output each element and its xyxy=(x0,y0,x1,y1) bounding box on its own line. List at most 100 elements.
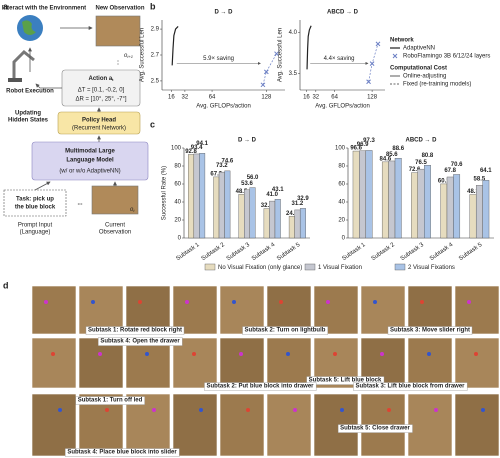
photo-tile xyxy=(31,337,77,389)
symbol: o xyxy=(124,53,128,59)
x-tick-label: 64 xyxy=(209,95,216,101)
caption: Subtask 3: Move slider right xyxy=(390,328,470,334)
photo-tile xyxy=(78,337,124,389)
photo-tile xyxy=(172,337,218,389)
caption: Subtask 4: Open the drawer xyxy=(100,339,180,345)
legend-swatch xyxy=(204,263,216,271)
legend-swatch xyxy=(392,53,398,59)
caption-box xyxy=(337,424,413,433)
x-tick-label: Subtask 2 xyxy=(371,242,397,263)
value-label: 31.2 xyxy=(292,201,304,207)
caption: Subtask 1: Turn off led xyxy=(78,398,143,404)
fixed-line xyxy=(262,53,277,85)
value-label: 67.8 xyxy=(444,168,456,174)
chart-title: D → D xyxy=(215,10,234,16)
x-tick-label: Subtask 5 xyxy=(276,242,302,263)
y-tick-label: 80 xyxy=(338,164,345,170)
caption-box xyxy=(75,396,145,405)
value-label: 43.1 xyxy=(272,187,284,193)
bar xyxy=(299,208,306,239)
photo-object xyxy=(145,352,149,356)
action-label: Action at xyxy=(88,76,114,82)
value-label: 73.2 xyxy=(216,163,228,169)
caption-box xyxy=(204,382,317,391)
value-label: 80.8 xyxy=(422,153,434,159)
caption: Subtask 4: Place blue block into slider xyxy=(67,450,177,456)
photo-object xyxy=(246,408,250,412)
mllm-label: Multimodal Large xyxy=(65,149,115,155)
photo-object xyxy=(138,300,142,304)
mllm-label: Language Model xyxy=(66,158,114,164)
caption-box xyxy=(242,326,328,335)
y-tick-label: 60 xyxy=(174,182,181,188)
bar xyxy=(424,165,431,239)
value-label: 74.6 xyxy=(222,158,234,164)
photo-tile xyxy=(219,393,265,457)
chart-title: D → D xyxy=(238,138,257,144)
caption: Subtask 1: Rotate red block right xyxy=(88,328,182,334)
arrow xyxy=(34,181,51,191)
bar xyxy=(411,172,418,239)
y-tick-label: 60 xyxy=(338,182,345,188)
bar xyxy=(218,171,225,239)
x-axis-label: Avg. GFLOPs/action xyxy=(196,104,251,110)
panel-label: b xyxy=(150,1,156,11)
diagram-label: New Observation xyxy=(95,6,144,12)
photo-tile xyxy=(454,393,500,457)
obs-caption: Current xyxy=(105,223,125,229)
y-tick-label: 0 xyxy=(342,236,346,242)
bar xyxy=(288,216,295,239)
image-placeholder xyxy=(95,15,141,47)
marker xyxy=(274,51,279,57)
photo-object xyxy=(373,300,377,304)
delta-r: ΔR = [10°, 25°, -7°] xyxy=(75,97,126,103)
x-tick-label: 64 xyxy=(331,95,338,101)
bar xyxy=(365,150,373,239)
value-label: 32.7 xyxy=(261,203,273,209)
x-tick-label: Subtask 4 xyxy=(429,242,455,263)
y-tick-label: 0 xyxy=(178,236,182,242)
marker xyxy=(375,41,381,47)
bar xyxy=(249,187,256,239)
y-axis-label: Avg. Successful Len xyxy=(140,28,146,82)
task-label: Task: pick up xyxy=(16,197,54,203)
chart-title: ABCD → D xyxy=(327,10,359,16)
prompt-label: Prompt Input xyxy=(18,223,53,229)
legend-title: Network xyxy=(390,38,414,44)
value-label: 97.3 xyxy=(363,138,375,144)
photo-tile xyxy=(360,285,406,335)
y-tick-label: 20 xyxy=(338,218,345,224)
panel-label: d xyxy=(3,280,9,290)
photo-object xyxy=(286,352,290,356)
photo-object xyxy=(474,352,478,356)
caption-box xyxy=(85,326,185,335)
symbol: o xyxy=(130,207,134,213)
value-label: 60.1 xyxy=(438,178,450,184)
photo-object xyxy=(279,300,283,304)
subscript: t xyxy=(133,208,135,213)
adaptive-line xyxy=(171,26,179,66)
bar xyxy=(188,154,195,239)
y-tick-label: 40 xyxy=(338,200,345,206)
value-label: 24.1 xyxy=(286,211,298,217)
bar xyxy=(475,185,483,239)
legend-swatch xyxy=(394,263,406,271)
value-label: 96.9 xyxy=(357,142,369,148)
task-label: the blue block xyxy=(15,205,56,211)
legend-entry: No Visual Fixation (only glance) xyxy=(218,265,302,271)
hidden-label: Hidden States xyxy=(8,118,49,124)
prompt-label: (Language) xyxy=(20,230,51,236)
y-tick-label: 3.5 xyxy=(289,71,298,77)
value-label: 94.1 xyxy=(196,141,208,147)
bar xyxy=(213,176,220,239)
photo-object xyxy=(239,352,243,356)
photo-object xyxy=(467,300,471,304)
y-axis-label: Successful Rate (%) xyxy=(162,166,168,220)
legend-entry: AdaptiveNN xyxy=(403,46,435,52)
caption-box xyxy=(387,326,473,335)
photo-object xyxy=(232,300,236,304)
x-tick-label: Subtask 3 xyxy=(226,242,252,263)
marker xyxy=(369,61,375,67)
panel-label: c xyxy=(150,119,155,129)
